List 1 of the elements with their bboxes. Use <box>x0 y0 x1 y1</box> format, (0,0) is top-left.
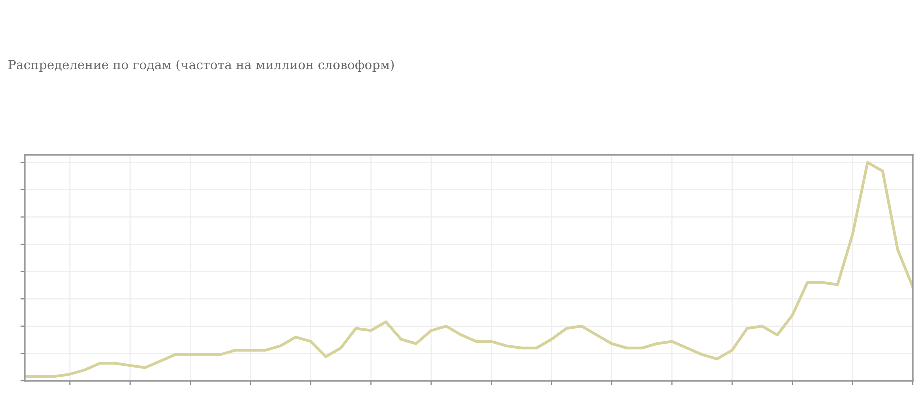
chart-title: Распределение по годам (частота на миллион словоформ) <box>8 60 394 72</box>
